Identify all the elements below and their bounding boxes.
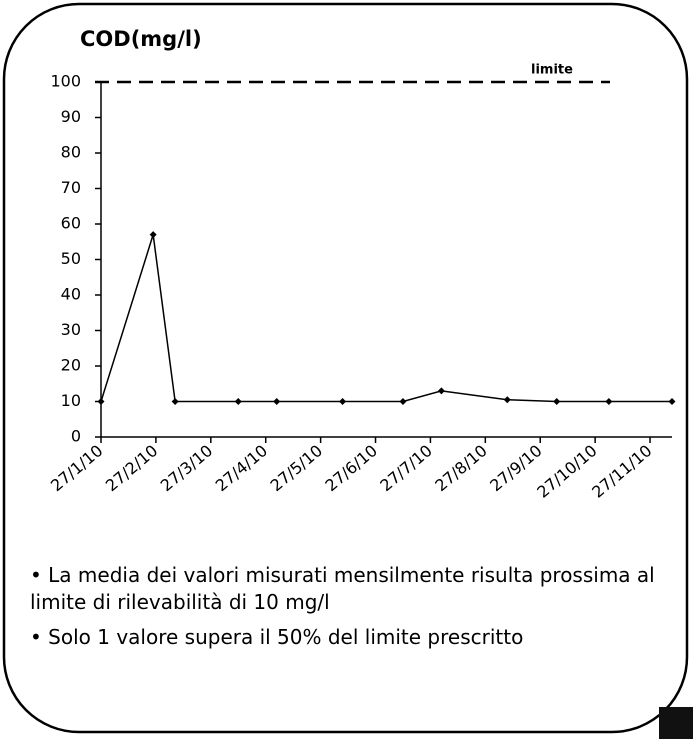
notes: • La media dei valori misurati mensilmen… bbox=[30, 562, 670, 659]
x-tick-label: 27/11/10 bbox=[588, 441, 655, 502]
data-point bbox=[234, 398, 242, 405]
data-point bbox=[273, 398, 281, 405]
data-point bbox=[171, 398, 179, 405]
data-point bbox=[503, 396, 511, 404]
x-tick-label: 27/3/10 bbox=[157, 441, 216, 495]
y-tick-label: 70 bbox=[61, 178, 81, 197]
corner-block bbox=[659, 707, 693, 739]
y-tick-label: 50 bbox=[61, 249, 81, 268]
note: • La media dei valori misurati mensilmen… bbox=[30, 563, 655, 614]
x-tick-label: 27/7/10 bbox=[376, 441, 435, 495]
data-point bbox=[399, 398, 407, 405]
y-tick-label: 0 bbox=[71, 427, 81, 446]
data-point bbox=[605, 398, 613, 405]
x-tick-label: 27/2/10 bbox=[102, 441, 161, 495]
y-tick-label: 30 bbox=[61, 320, 81, 339]
data-point bbox=[339, 398, 347, 405]
y-tick-label: 80 bbox=[61, 143, 81, 162]
x-tick-label: 27/4/10 bbox=[212, 441, 271, 495]
y-tick-label: 20 bbox=[61, 356, 81, 375]
note: • Solo 1 valore supera il 50% del limite… bbox=[30, 625, 524, 649]
data-point bbox=[437, 387, 445, 395]
x-tick-label: 27/10/10 bbox=[533, 441, 600, 502]
y-tick-label: 100 bbox=[50, 72, 81, 91]
limit-label: limite bbox=[531, 63, 573, 78]
y-tick-label: 40 bbox=[61, 285, 81, 304]
data-point bbox=[553, 398, 561, 405]
x-tick-label: 27/1/10 bbox=[47, 441, 106, 495]
x-tick-label: 27/8/10 bbox=[431, 441, 490, 495]
x-tick-label: 27/5/10 bbox=[267, 441, 326, 495]
x-tick-label: 27/6/10 bbox=[322, 441, 381, 495]
data-point bbox=[149, 231, 157, 239]
chart-title: COD(mg/l) bbox=[80, 27, 202, 51]
data-point bbox=[668, 398, 676, 405]
data-line bbox=[100, 234, 672, 403]
data-point bbox=[97, 398, 105, 405]
y-tick-label: 60 bbox=[61, 214, 81, 233]
y-tick-label: 90 bbox=[61, 107, 81, 126]
y-tick-label: 10 bbox=[61, 391, 81, 410]
